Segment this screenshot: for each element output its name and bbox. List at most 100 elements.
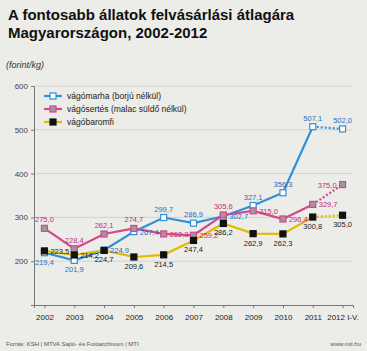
marker — [131, 254, 137, 260]
y-tick: 300 — [15, 213, 34, 222]
data-label: 262,1 — [95, 221, 114, 230]
marker — [340, 126, 346, 132]
x-tick-mark — [343, 305, 344, 308]
x-tick-label: 2010 — [275, 313, 293, 322]
y-tick-mark — [31, 174, 34, 175]
data-label: 214,5 — [154, 260, 173, 269]
marker — [250, 208, 256, 214]
data-label: 267,4 — [140, 228, 159, 237]
data-label: 305,0 — [333, 220, 352, 229]
data-label: 209,6 — [124, 262, 143, 271]
x-tick: 2009 — [245, 305, 263, 322]
x-tick-mark — [164, 305, 165, 308]
marker — [280, 231, 286, 237]
marker — [131, 225, 137, 231]
grid-line — [34, 261, 353, 262]
annotation: www.mti.hu — [329, 341, 361, 347]
marker — [220, 220, 226, 226]
marker — [161, 215, 167, 221]
x-tick: 2005 — [125, 305, 143, 322]
y-tick-label: 500 — [15, 126, 29, 135]
legend: vágómarha (borjú nélkül) vágósertés (mala… — [44, 91, 187, 127]
data-label: 286,2 — [214, 228, 233, 237]
data-label: 356,3 — [274, 180, 293, 189]
y-tick: 600 — [15, 82, 34, 91]
x-tick: 2012 I-V. — [327, 305, 359, 322]
x-tick: 2008 — [215, 305, 233, 322]
y-tick: 400 — [15, 170, 34, 179]
data-label: 286,9 — [184, 210, 203, 219]
x-tick-label: 2011 — [305, 313, 323, 322]
legend-label: vágómarha (borjú nélkül) — [67, 91, 161, 101]
y-tick-mark — [31, 130, 34, 131]
chart: A fontosabb állatok felvásárlási átlagár… — [0, 0, 367, 351]
x-tick-label: 2003 — [66, 313, 84, 322]
x-tick-mark — [283, 305, 284, 308]
data-label: 375,0 — [318, 181, 337, 190]
grid-line — [34, 129, 353, 130]
data-labels: 275,0223,5219,4228,4214,2201,9262,1224,9… — [35, 114, 352, 275]
y-tick-mark — [31, 261, 34, 262]
x-tick: 2010 — [275, 305, 293, 322]
marker — [191, 237, 197, 243]
legend-marker — [50, 119, 56, 125]
background — [0, 0, 367, 351]
marker — [71, 252, 77, 258]
x-tick-label: 2006 — [155, 313, 173, 322]
x-tick: 2006 — [155, 305, 173, 322]
x-tick-label: 2008 — [215, 313, 233, 322]
data-label: 274,7 — [124, 215, 143, 224]
x-tick-label: 2005 — [125, 313, 143, 322]
legend-marker — [50, 93, 56, 99]
marker — [101, 247, 107, 253]
marker — [340, 182, 346, 188]
legend-label: vágósertés (malac süldő nélkül) — [67, 104, 187, 114]
series-line — [44, 127, 312, 261]
y-axis-line — [31, 87, 35, 306]
data-label: 262,3 — [170, 230, 189, 239]
data-label: 224,7 — [95, 255, 114, 264]
legend-marker — [50, 106, 56, 112]
legend-item: vágóbaromfi — [44, 117, 114, 127]
series-line — [313, 215, 343, 217]
legend-item: vágósertés (malac süldő nélkül) — [44, 104, 187, 114]
plot: 200 300 400 500 600 2002 2003 2004 2005 2006 2007 2… — [15, 82, 359, 322]
x-tick-mark — [74, 305, 75, 308]
marker — [280, 216, 286, 222]
y-axis-title: (forint/kg) — [6, 60, 44, 70]
marker — [280, 190, 286, 196]
grid — [34, 86, 353, 261]
y-tick-label: 600 — [15, 82, 29, 91]
marker — [310, 124, 316, 130]
data-label: 327,1 — [244, 193, 263, 202]
data-label: 305,6 — [214, 202, 233, 211]
data-label: 300,8 — [303, 222, 322, 231]
x-tick-label: 2004 — [96, 313, 114, 322]
x-tick-mark — [313, 305, 314, 308]
y-tick: 500 — [15, 126, 34, 135]
marker — [71, 246, 77, 252]
x-axis-line — [35, 306, 354, 309]
grid-line — [34, 86, 353, 87]
x-tick: 2004 — [96, 305, 114, 322]
data-label: 262,3 — [274, 239, 293, 248]
data-label: 329,7 — [319, 200, 338, 209]
marker — [161, 252, 167, 258]
x-tick-mark — [134, 305, 135, 308]
data-label: 223,5 — [50, 247, 69, 256]
x-tick-label: 2007 — [185, 313, 203, 322]
data-label: 228,4 — [65, 236, 84, 245]
y-axis: 200 300 400 500 600 — [15, 82, 35, 305]
x-tick: 2002 — [36, 305, 54, 322]
x-tick-label: 2009 — [245, 313, 263, 322]
data-label: 201,9 — [65, 265, 84, 274]
x-tick-label: 2002 — [36, 313, 54, 322]
y-tick-mark — [31, 86, 34, 87]
legend-label: vágóbaromfi — [67, 117, 114, 127]
marker — [191, 220, 197, 226]
marker — [41, 225, 47, 231]
y-tick: 200 — [15, 257, 34, 266]
data-label: 315,0 — [259, 207, 278, 216]
x-tick-mark — [253, 305, 254, 308]
data-label: 247,4 — [184, 245, 203, 254]
